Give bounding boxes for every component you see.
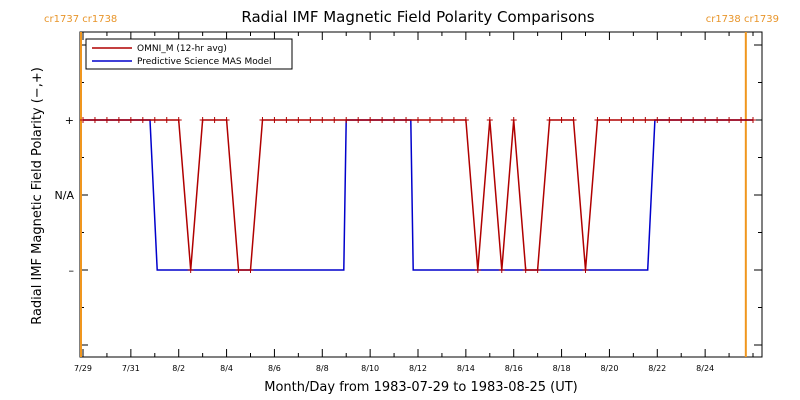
- x-tick-label: 8/8: [316, 364, 329, 373]
- y-tick-label: –: [69, 264, 75, 277]
- data-point: [510, 117, 517, 123]
- y-axis-label: Radial IMF Magnetic Field Polarity (−,+): [30, 67, 45, 325]
- data-point: [750, 117, 756, 123]
- data-point: [295, 117, 302, 123]
- y-tick-label: N/A: [55, 189, 75, 202]
- carrington-label-right: cr1738 cr1739: [706, 14, 779, 25]
- data-point: [80, 117, 86, 123]
- y-tick-label: +: [65, 114, 74, 127]
- x-axis-label: Month/Day from 1983-07-29 to 1983-08-25 …: [264, 380, 577, 395]
- data-point: [426, 117, 433, 123]
- data-point: [534, 267, 541, 273]
- x-tick-label: 8/10: [361, 364, 379, 373]
- data-point: [738, 117, 745, 123]
- x-tick-label: 8/16: [505, 364, 523, 373]
- x-tick-label: 8/4: [220, 364, 233, 373]
- data-point: [271, 117, 278, 123]
- data-point: [367, 117, 374, 123]
- data-point: [486, 117, 493, 123]
- data-point: [199, 117, 206, 123]
- legend-label-omni: OMNI_M (12-hr avg): [137, 44, 227, 54]
- data-point: [319, 117, 326, 123]
- data-point: [642, 117, 649, 123]
- data-point: [187, 267, 194, 273]
- data-point: [259, 117, 266, 123]
- data-point: [235, 267, 242, 273]
- data-point: [223, 117, 230, 123]
- data-point: [331, 117, 338, 123]
- data-point: [103, 117, 110, 123]
- x-tick-label: 8/20: [600, 364, 618, 373]
- x-tick-label: 8/24: [696, 364, 714, 373]
- data-point: [307, 117, 314, 123]
- legend: OMNI_M (12-hr avg) Predictive Science MA…: [85, 38, 293, 70]
- data-point: [115, 117, 122, 123]
- data-point: [690, 117, 697, 123]
- data-point: [211, 117, 218, 123]
- data-point: [462, 117, 469, 123]
- legend-label-mas: Predictive Science MAS Model: [137, 57, 272, 67]
- data-point: [714, 117, 721, 123]
- legend-box: [85, 38, 293, 70]
- carrington-lines: [80, 32, 747, 357]
- data-point: [546, 117, 553, 123]
- data-point: [498, 267, 505, 273]
- data-point: [403, 117, 410, 123]
- y-ticks: + N/A –: [55, 44, 762, 346]
- data-point: [355, 117, 362, 123]
- data-point: [522, 267, 529, 273]
- data-point: [654, 117, 661, 123]
- data-point: [247, 267, 254, 273]
- x-tick-label: 8/12: [409, 364, 427, 373]
- x-tick-label: 8/18: [553, 364, 571, 373]
- x-tick-label: 7/31: [122, 364, 140, 373]
- data-point: [283, 117, 290, 123]
- data-point: [702, 117, 709, 123]
- data-point: [450, 117, 457, 123]
- data-point: [618, 117, 625, 123]
- x-tick-label: 8/22: [648, 364, 666, 373]
- x-ticks: 7/29 7/31 8/2 8/4 8/6 8/8 8/10 8/12 8/14 8/16 8/18…: [74, 32, 754, 373]
- data-point: [127, 117, 134, 123]
- data-point: [151, 117, 158, 123]
- data-point: [91, 117, 98, 123]
- data-point: [379, 117, 386, 123]
- x-tick-label: 8/14: [457, 364, 475, 373]
- data-point: [343, 117, 350, 123]
- data-point: [415, 117, 421, 123]
- x-tick-label: 8/6: [268, 364, 281, 373]
- data-point: [582, 267, 589, 273]
- data-point: [175, 117, 182, 123]
- data-point: [438, 117, 445, 123]
- data-point: [630, 117, 637, 123]
- data-point: [163, 117, 170, 123]
- x-tick-label: 8/2: [172, 364, 185, 373]
- carrington-label-left: cr1737 cr1738: [44, 14, 117, 25]
- data-point: [558, 117, 565, 123]
- x-tick-label: 7/29: [74, 364, 92, 373]
- chart-title: Radial IMF Magnetic Field Polarity Compa…: [241, 8, 594, 26]
- data-point: [594, 117, 601, 123]
- series-group: [80, 117, 756, 273]
- data-point: [474, 267, 481, 273]
- data-point: [606, 117, 613, 123]
- data-point: [678, 117, 685, 123]
- data-point: [726, 117, 733, 123]
- data-point: [139, 117, 146, 123]
- data-point: [570, 117, 577, 123]
- data-point: [391, 117, 398, 123]
- data-point: [666, 117, 673, 123]
